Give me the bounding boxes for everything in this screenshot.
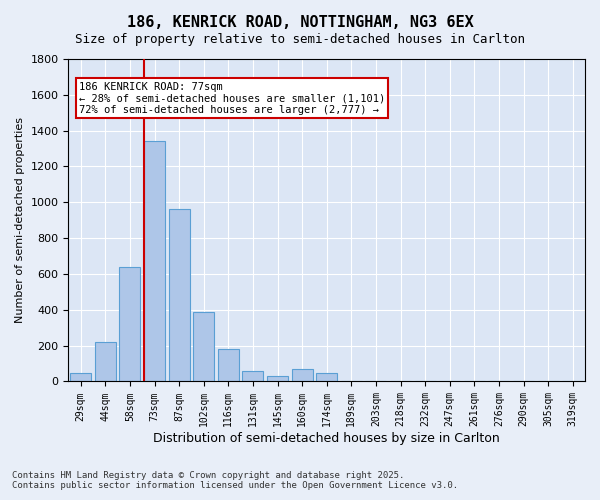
Bar bbox=[218, 349, 239, 382]
Bar bbox=[144, 142, 165, 382]
Bar bbox=[95, 342, 116, 382]
Bar bbox=[267, 376, 288, 382]
Text: Size of property relative to semi-detached houses in Carlton: Size of property relative to semi-detach… bbox=[75, 32, 525, 46]
Bar bbox=[169, 210, 190, 382]
Bar bbox=[70, 372, 91, 382]
Bar bbox=[119, 267, 140, 382]
Bar bbox=[193, 312, 214, 382]
Bar bbox=[292, 369, 313, 382]
Bar bbox=[242, 370, 263, 382]
Text: Contains HM Land Registry data © Crown copyright and database right 2025.
Contai: Contains HM Land Registry data © Crown c… bbox=[12, 470, 458, 490]
Text: 186, KENRICK ROAD, NOTTINGHAM, NG3 6EX: 186, KENRICK ROAD, NOTTINGHAM, NG3 6EX bbox=[127, 15, 473, 30]
Y-axis label: Number of semi-detached properties: Number of semi-detached properties bbox=[15, 117, 25, 323]
X-axis label: Distribution of semi-detached houses by size in Carlton: Distribution of semi-detached houses by … bbox=[154, 432, 500, 445]
Text: 186 KENRICK ROAD: 77sqm
← 28% of semi-detached houses are smaller (1,101)
72% of: 186 KENRICK ROAD: 77sqm ← 28% of semi-de… bbox=[79, 82, 385, 115]
Bar bbox=[316, 372, 337, 382]
